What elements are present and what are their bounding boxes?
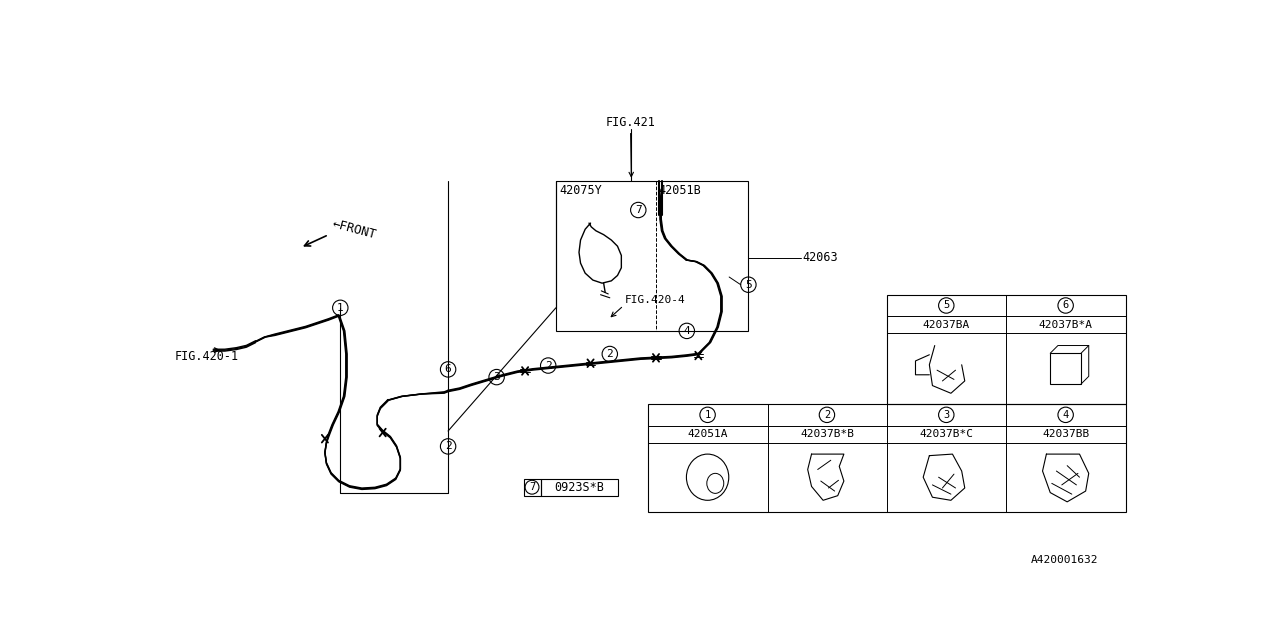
Bar (887, 294, 1125, 404)
Text: 5: 5 (943, 301, 950, 310)
Text: 6: 6 (1062, 301, 1069, 310)
Text: 6: 6 (444, 364, 452, 374)
Text: 42075Y: 42075Y (559, 184, 603, 197)
Bar (1050, 353, 1082, 384)
Text: 42051A: 42051A (687, 429, 728, 439)
Bar (540, 479, 617, 495)
Text: 7: 7 (635, 205, 641, 215)
Bar (524, 479, 540, 495)
Text: 42051B: 42051B (658, 184, 701, 197)
Text: 4: 4 (684, 326, 690, 336)
Text: 7: 7 (529, 482, 535, 492)
Text: 42037BB: 42037BB (1042, 429, 1089, 439)
Text: FIG.420-4: FIG.420-4 (625, 295, 686, 305)
Text: 2: 2 (607, 349, 613, 359)
Text: FIG.420-1: FIG.420-1 (175, 350, 239, 363)
Bar (648, 404, 1125, 512)
Text: 0923S*B: 0923S*B (554, 481, 604, 493)
Text: 42037B*B: 42037B*B (800, 429, 854, 439)
Text: 2: 2 (824, 410, 829, 420)
Text: 42063: 42063 (803, 252, 838, 264)
Text: 3: 3 (493, 372, 500, 382)
Text: FIG.421: FIG.421 (605, 116, 655, 129)
Text: 1: 1 (704, 410, 710, 420)
Text: 42037B*A: 42037B*A (1038, 320, 1093, 330)
Bar (556, 180, 749, 331)
Text: 1: 1 (337, 303, 343, 313)
Text: 42037BA: 42037BA (923, 320, 970, 330)
Text: 42037B*C: 42037B*C (919, 429, 973, 439)
Text: 3: 3 (943, 410, 950, 420)
Text: ←FRONT: ←FRONT (332, 217, 378, 241)
Text: 5: 5 (745, 280, 751, 290)
Text: 2: 2 (545, 360, 552, 371)
Text: A420001632: A420001632 (1032, 556, 1098, 565)
Text: 2: 2 (444, 442, 452, 451)
Text: 4: 4 (1062, 410, 1069, 420)
